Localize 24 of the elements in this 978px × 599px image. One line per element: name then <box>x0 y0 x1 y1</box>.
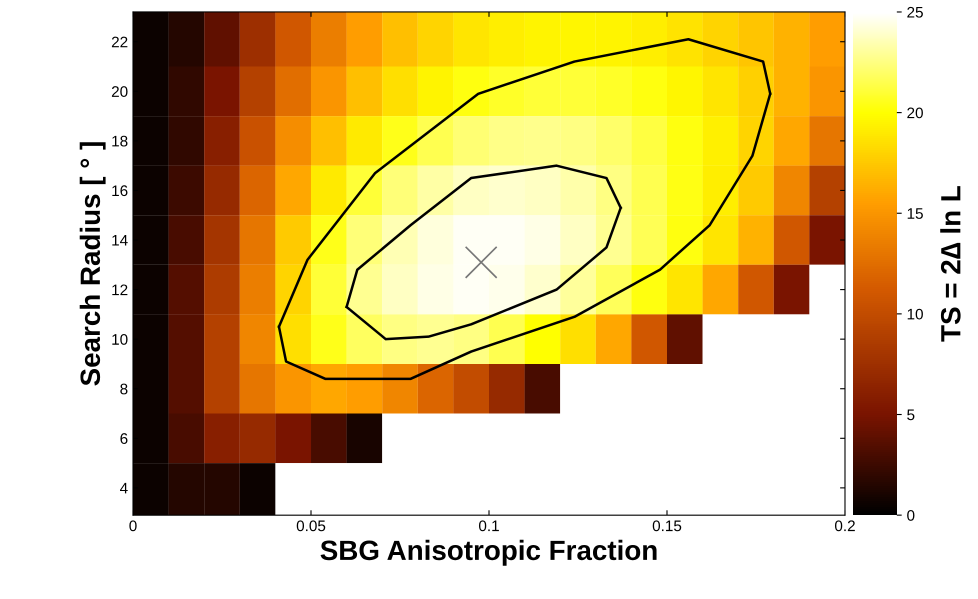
x-tick-label: 0 <box>129 520 137 532</box>
color-bar-title: TS = 2∆ ln L <box>940 186 961 342</box>
y-tick-label: 10 <box>112 334 128 345</box>
y-tick-label: 22 <box>112 36 128 48</box>
color-bar-label: 25 <box>907 6 923 18</box>
y-tick-label: 12 <box>112 284 128 296</box>
y-tick-label: 16 <box>112 185 128 196</box>
color-bar-label: 10 <box>908 308 923 320</box>
y-tick-label: 14 <box>112 235 128 246</box>
color-bar-label: 5 <box>907 410 914 420</box>
color-bar-label: 0 <box>907 510 914 521</box>
x-tick-label: 0.15 <box>652 520 682 532</box>
y-tick-label: 20 <box>112 86 128 97</box>
y-tick-label: 6 <box>120 433 128 444</box>
x-tick-label: 0.2 <box>834 520 855 532</box>
x-tick-label: 0.05 <box>296 520 326 532</box>
y-tick-label: 18 <box>112 136 128 147</box>
y-tick-label: 8 <box>120 384 128 394</box>
y-tick-label: 4 <box>120 482 128 494</box>
y-axis-title: Search Radius [ ° ] <box>80 142 106 386</box>
color-bar-label: 20 <box>907 107 923 118</box>
color-bar-label: 15 <box>908 208 923 219</box>
x-axis-title: SBG Anisotropic Fraction <box>320 540 657 566</box>
x-tick-label: 0.1 <box>478 520 499 532</box>
